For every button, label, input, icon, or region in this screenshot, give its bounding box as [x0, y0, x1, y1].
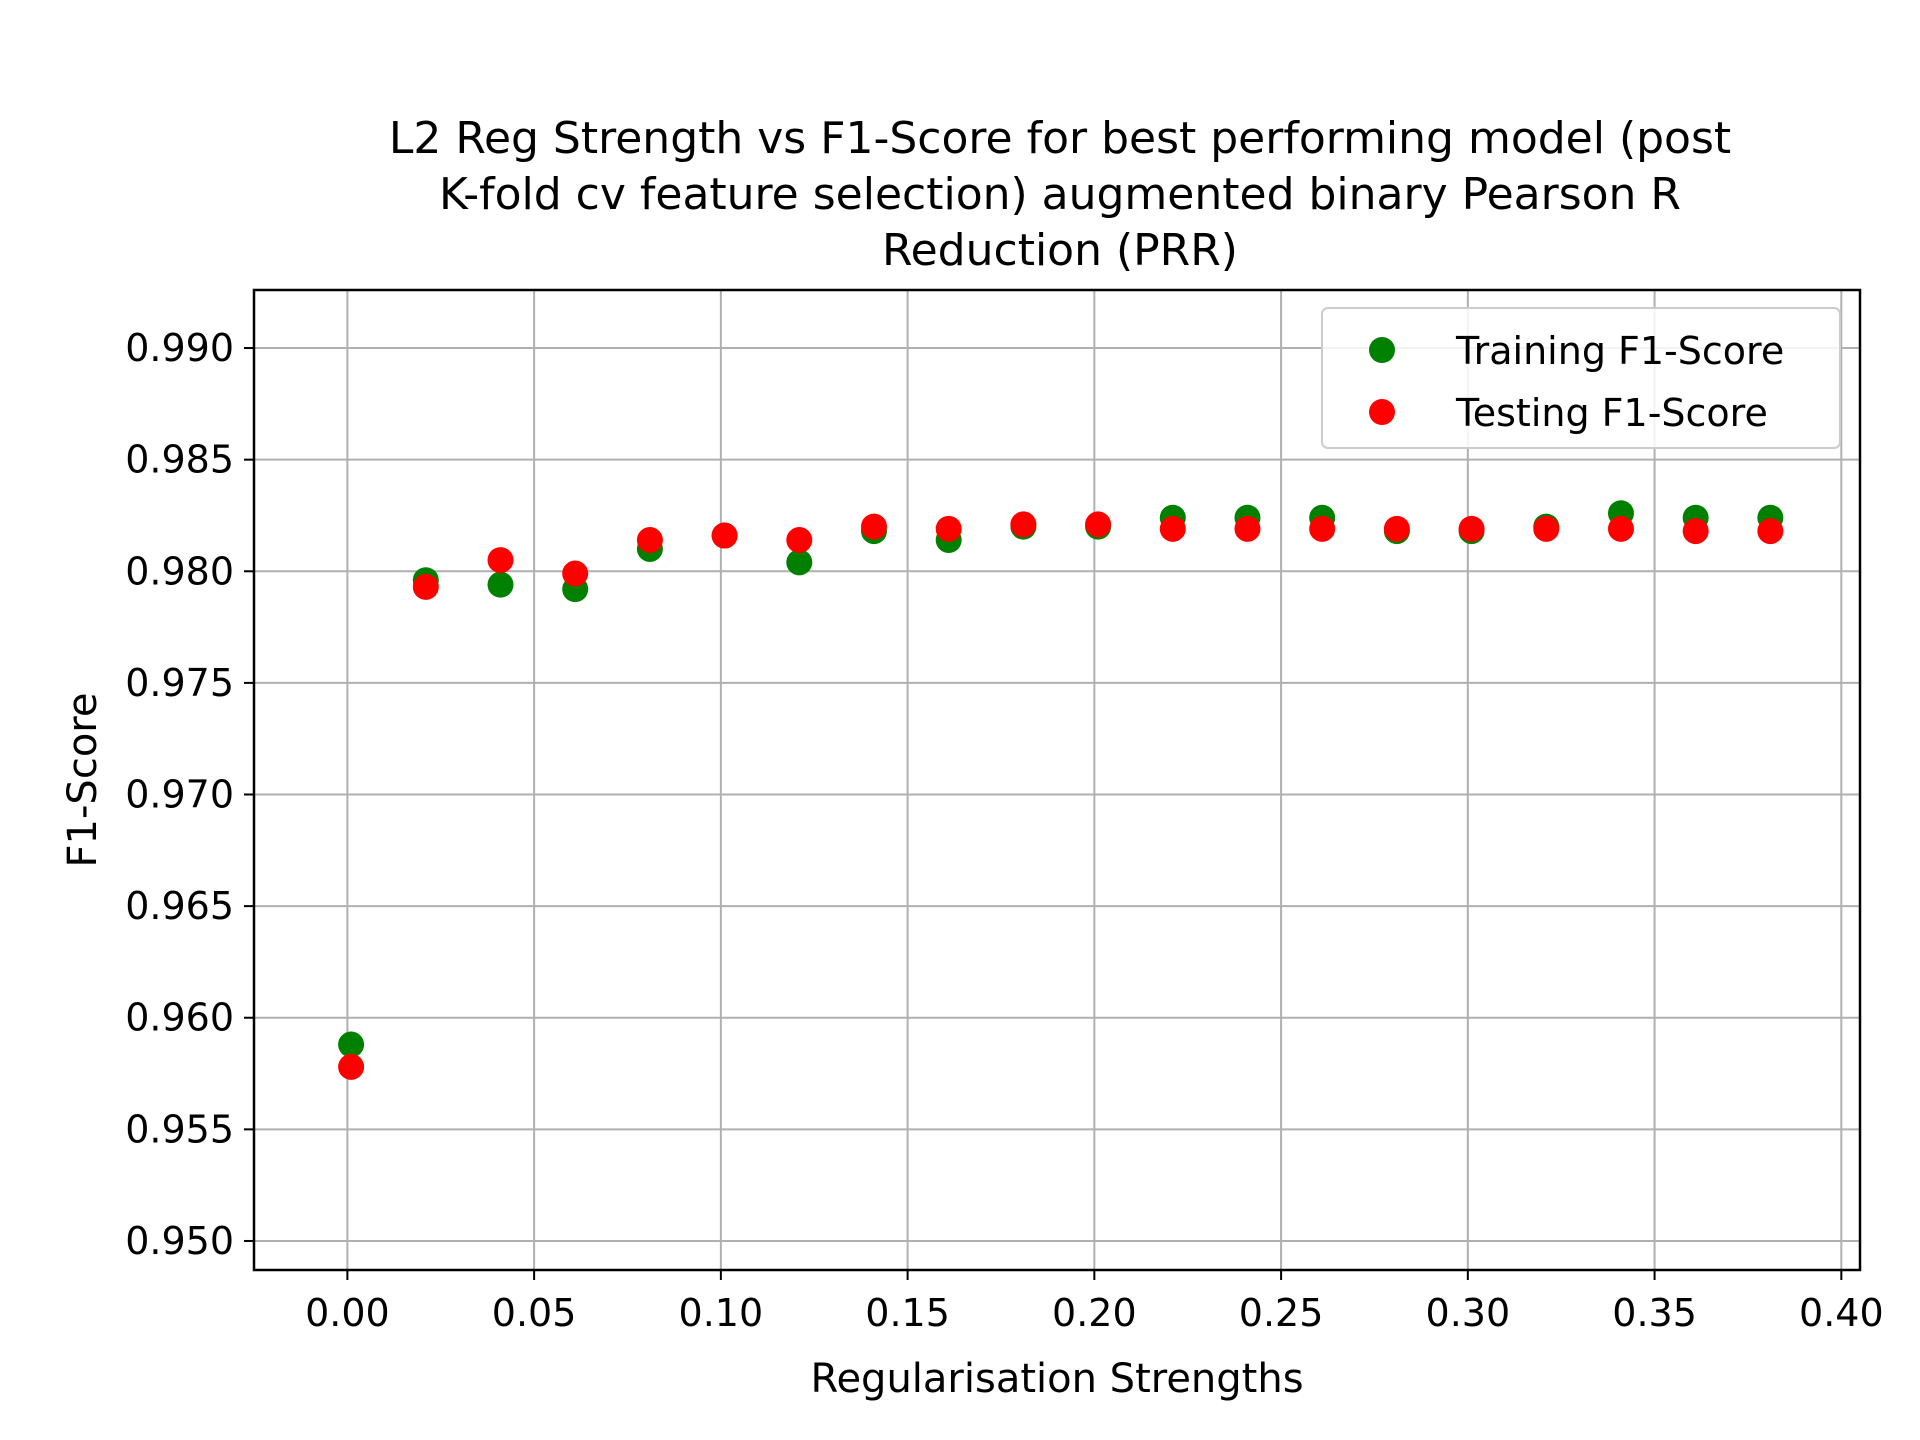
x-tick-label: 0.05 [492, 1291, 577, 1335]
legend: Training F1-Score Testing F1-Score [1321, 307, 1841, 449]
training-point [338, 1031, 365, 1058]
testing-point [935, 515, 962, 542]
testing-point [711, 522, 738, 549]
legend-marker [1369, 337, 1395, 363]
y-tick-label: 0.990 [125, 326, 234, 370]
grid [254, 290, 1860, 1270]
y-tick-label: 0.975 [125, 661, 234, 705]
x-tick-label: 0.20 [1052, 1291, 1137, 1335]
y-tick-label: 0.980 [125, 549, 234, 593]
chart-title-line-3: Reduction (PRR) [882, 225, 1238, 276]
y-tick-label: 0.955 [125, 1107, 234, 1151]
testing-point [562, 560, 589, 587]
y-tick-label: 0.965 [125, 884, 234, 928]
x-tick-label: 0.25 [1239, 1291, 1324, 1335]
training-point [786, 549, 813, 576]
testing-point [1533, 515, 1560, 542]
legend-label: Training F1-Score [1455, 329, 1784, 373]
y-tick-label: 0.960 [125, 996, 234, 1040]
testing-point [338, 1053, 365, 1080]
x-tick-label: 0.35 [1612, 1291, 1697, 1335]
testing-point [636, 527, 663, 554]
testing-point [1458, 515, 1485, 542]
testing-point [1085, 511, 1112, 538]
training-point [487, 571, 514, 598]
chart-title-line-2: K-fold cv feature selection) augmented b… [439, 169, 1681, 220]
testing-point [1234, 515, 1261, 542]
testing-point [1682, 518, 1709, 545]
x-tick-label: 0.40 [1799, 1291, 1884, 1335]
axis-ticks: 0.00 0.05 0.10 0.15 0.20 0.25 0.30 0.35 0.40 0.95… [125, 326, 1883, 1335]
x-tick-label: 0.30 [1426, 1291, 1511, 1335]
y-tick-label: 0.950 [125, 1219, 234, 1263]
y-tick-label: 0.985 [125, 438, 234, 482]
legend-marker [1369, 399, 1395, 425]
chart-title-line-1: L2 Reg Strength vs F1-Score for best per… [388, 113, 1732, 164]
testing-point [412, 573, 439, 600]
testing-point [860, 513, 887, 540]
data-points [338, 500, 1784, 1080]
testing-point [487, 547, 514, 574]
legend-label: Testing F1-Score [1455, 391, 1768, 435]
testing-point [1159, 515, 1186, 542]
x-axis-label: Regularisation Strengths [810, 1356, 1303, 1402]
testing-point [1607, 515, 1634, 542]
testing-point [1757, 518, 1784, 545]
x-tick-label: 0.15 [865, 1291, 950, 1335]
testing-point [1309, 515, 1336, 542]
x-tick-label: 0.10 [679, 1291, 764, 1335]
y-axis-label: F1-Score [60, 693, 106, 868]
x-tick-label: 0.00 [305, 1291, 390, 1335]
testing-point [1010, 511, 1037, 538]
legend-frame [1321, 307, 1841, 449]
testing-point [1383, 515, 1410, 542]
testing-point [786, 527, 813, 554]
y-tick-label: 0.970 [125, 773, 234, 817]
plot-frame [252, 288, 1862, 1272]
